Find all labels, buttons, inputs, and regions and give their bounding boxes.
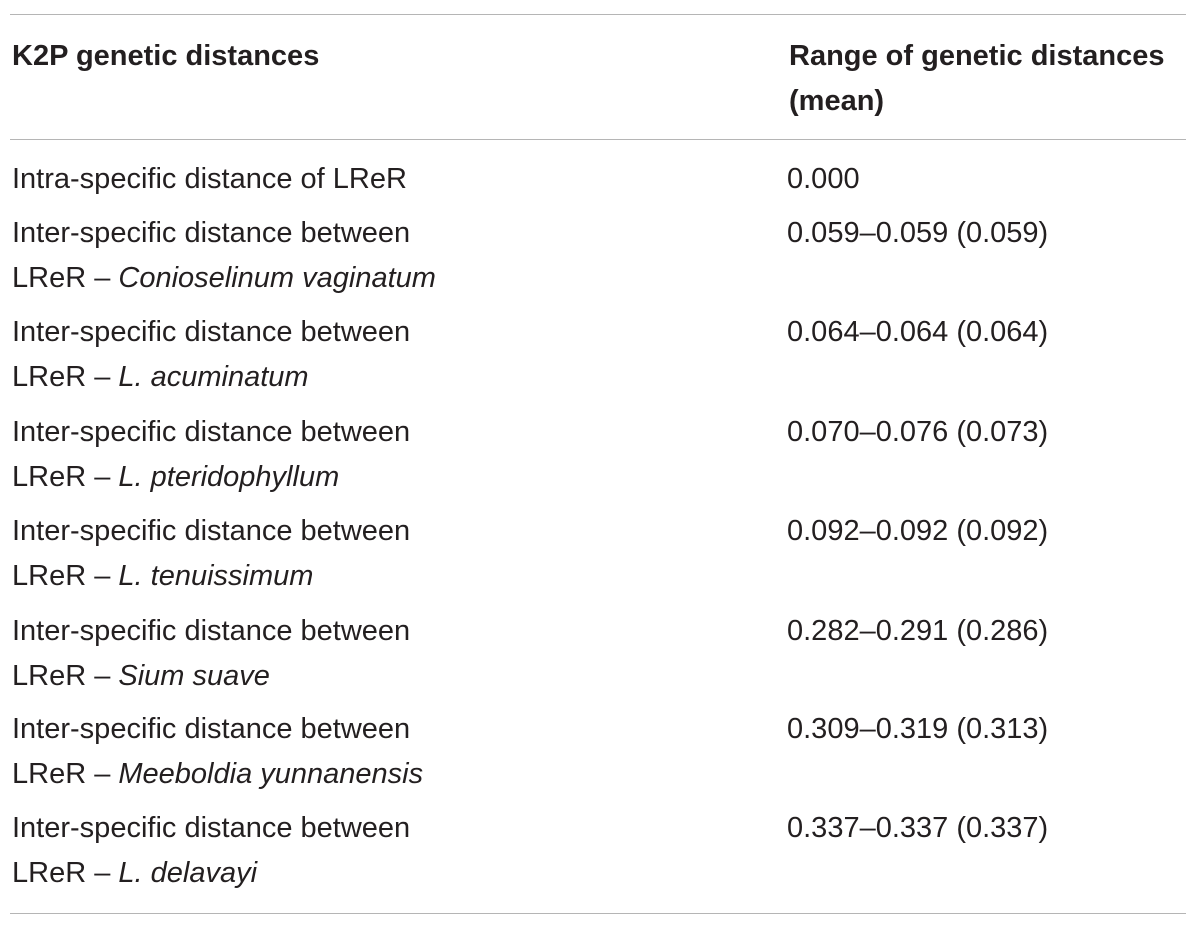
comparison-prefix: LReR – [12, 758, 119, 790]
distance-range-cell: 0.092–0.092 (0.092) [787, 515, 1049, 547]
comparison-prefix: LReR – [12, 461, 119, 493]
comparison-prefix: LReR – [12, 560, 119, 592]
comparison-prefix: LReR – [12, 857, 119, 889]
distance-label-line2: LReR – L. tenuissimum [12, 554, 752, 599]
comparison-prefix: LReR – [12, 361, 119, 393]
distance-label-line1: Intra-specific distance of LReR [12, 163, 407, 195]
distance-label-line1: Inter-specific distance between [12, 713, 411, 745]
distance-range-cell: 0.000 [787, 163, 860, 195]
species-name: L. delavayi [118, 857, 258, 889]
header-range-of-genetic-distances: Range of genetic distances (mean) [789, 40, 1165, 117]
species-name: L. tenuissimum [118, 560, 314, 592]
distance-label-cell: Inter-specific distance between LReR – M… [12, 707, 752, 797]
table-top-rule [10, 14, 1186, 15]
distance-label-line1: Inter-specific distance between [12, 217, 411, 249]
distance-range-cell: 0.282–0.291 (0.286) [787, 615, 1049, 647]
header-k2p-genetic-distances: K2P genetic distances [12, 40, 320, 72]
distance-label-cell: Inter-specific distance between LReR – L… [12, 806, 752, 896]
species-name: Conioselinum vaginatum [118, 262, 436, 294]
distance-label-line1: Inter-specific distance between [12, 515, 411, 547]
species-name: L. pteridophyllum [118, 461, 340, 493]
distance-label-line1: Inter-specific distance between [12, 416, 411, 448]
distance-label-line2: LReR – L. acuminatum [12, 355, 752, 400]
distance-label-cell: Inter-specific distance between LReR – L… [12, 410, 752, 500]
distance-range-cell: 0.059–0.059 (0.059) [787, 217, 1049, 249]
table-bottom-rule [10, 913, 1186, 914]
distance-label-line2: LReR – L. pteridophyllum [12, 455, 752, 500]
distance-label-line2: LReR – Conioselinum vaginatum [12, 256, 752, 301]
distance-range-cell: 0.337–0.337 (0.337) [787, 812, 1049, 844]
distance-label-line2: LReR – Sium suave [12, 654, 752, 699]
distance-label-cell: Inter-specific distance between LReR – L… [12, 509, 752, 599]
species-name: Sium suave [118, 660, 270, 692]
distance-label-line2: LReR – Meeboldia yunnanensis [12, 752, 752, 797]
comparison-prefix: LReR – [12, 660, 119, 692]
distance-label-cell: Inter-specific distance between LReR – S… [12, 609, 752, 699]
distance-label-cell: Inter-specific distance between LReR – C… [12, 211, 752, 301]
distance-range-cell: 0.309–0.319 (0.313) [787, 713, 1049, 745]
table-header-rule [10, 139, 1186, 140]
distance-label-line2: LReR – L. delavayi [12, 851, 752, 896]
distance-label-cell: Intra-specific distance of LReR [12, 157, 752, 202]
distance-label-line1: Inter-specific distance between [12, 316, 411, 348]
distance-range-cell: 0.064–0.064 (0.064) [787, 316, 1049, 348]
species-name: L. acuminatum [118, 361, 309, 393]
comparison-prefix: LReR – [12, 262, 119, 294]
distance-label-line1: Inter-specific distance between [12, 812, 411, 844]
species-name: Meeboldia yunnanensis [118, 758, 424, 790]
distance-range-cell: 0.070–0.076 (0.073) [787, 416, 1049, 448]
distance-label-line1: Inter-specific distance between [12, 615, 411, 647]
distance-label-cell: Inter-specific distance between LReR – L… [12, 310, 752, 400]
